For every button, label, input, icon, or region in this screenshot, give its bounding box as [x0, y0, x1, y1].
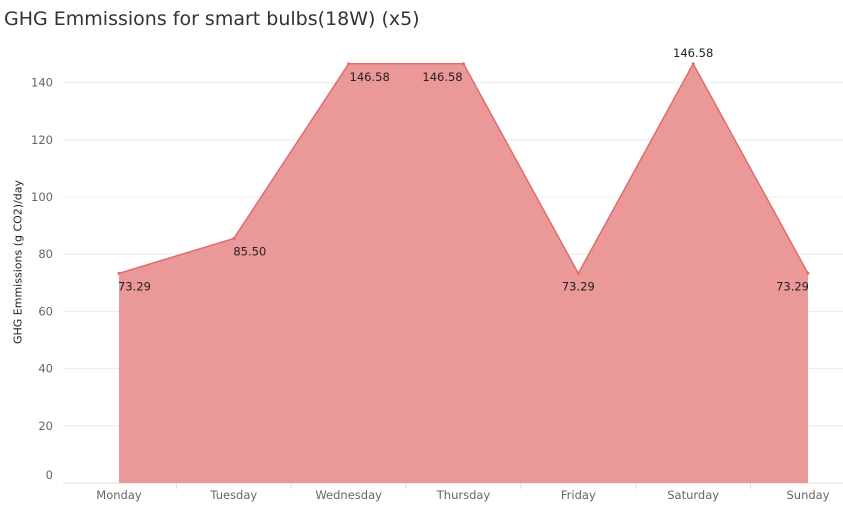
y-tick-label: 60: [38, 304, 53, 318]
x-tick-label: Saturday: [667, 488, 719, 502]
x-tick-label: Monday: [96, 488, 142, 502]
y-tick-label: 120: [31, 133, 53, 147]
data-point: [232, 236, 236, 240]
y-tick-label: 140: [31, 76, 53, 90]
data-point: [691, 62, 695, 66]
chart-title: GHG Emmissions for smart bulbs(18W) (x5): [4, 8, 420, 30]
data-point: [806, 271, 810, 275]
y-axis-ticks: 0 20 40 60 80 100 120 140: [31, 76, 53, 482]
data-label: 146.58: [422, 70, 462, 84]
data-label: 73.29: [118, 279, 151, 293]
x-tick-label: Tuesday: [209, 488, 257, 502]
series-area: [117, 62, 810, 484]
data-point: [117, 271, 121, 275]
x-axis-ticks: Monday Tuesday Wednesday Thursday Friday Satu…: [96, 488, 829, 502]
y-tick-label: 20: [38, 419, 53, 433]
data-label: 146.58: [673, 46, 713, 60]
x-tick-label: Friday: [561, 488, 596, 502]
x-tick-label: Sunday: [786, 488, 829, 502]
y-tick-label: 0: [46, 468, 53, 482]
data-label: 73.29: [776, 279, 809, 293]
data-point: [347, 62, 351, 66]
data-labels: 73.29 85.50 146.58 146.58 73.29 146.58 73.29: [118, 46, 809, 294]
data-label: 146.58: [350, 70, 390, 84]
area-fill: [119, 63, 808, 484]
data-label: 85.50: [233, 244, 266, 258]
y-tick-label: 100: [31, 190, 53, 204]
y-tick-label: 80: [38, 247, 53, 261]
x-tick-label: Thursday: [436, 488, 491, 502]
x-tick-label: Wednesday: [315, 488, 382, 502]
data-label: 73.29: [562, 279, 595, 293]
data-point: [462, 62, 465, 66]
y-tick-label: 40: [38, 362, 53, 376]
data-point: [576, 271, 580, 275]
